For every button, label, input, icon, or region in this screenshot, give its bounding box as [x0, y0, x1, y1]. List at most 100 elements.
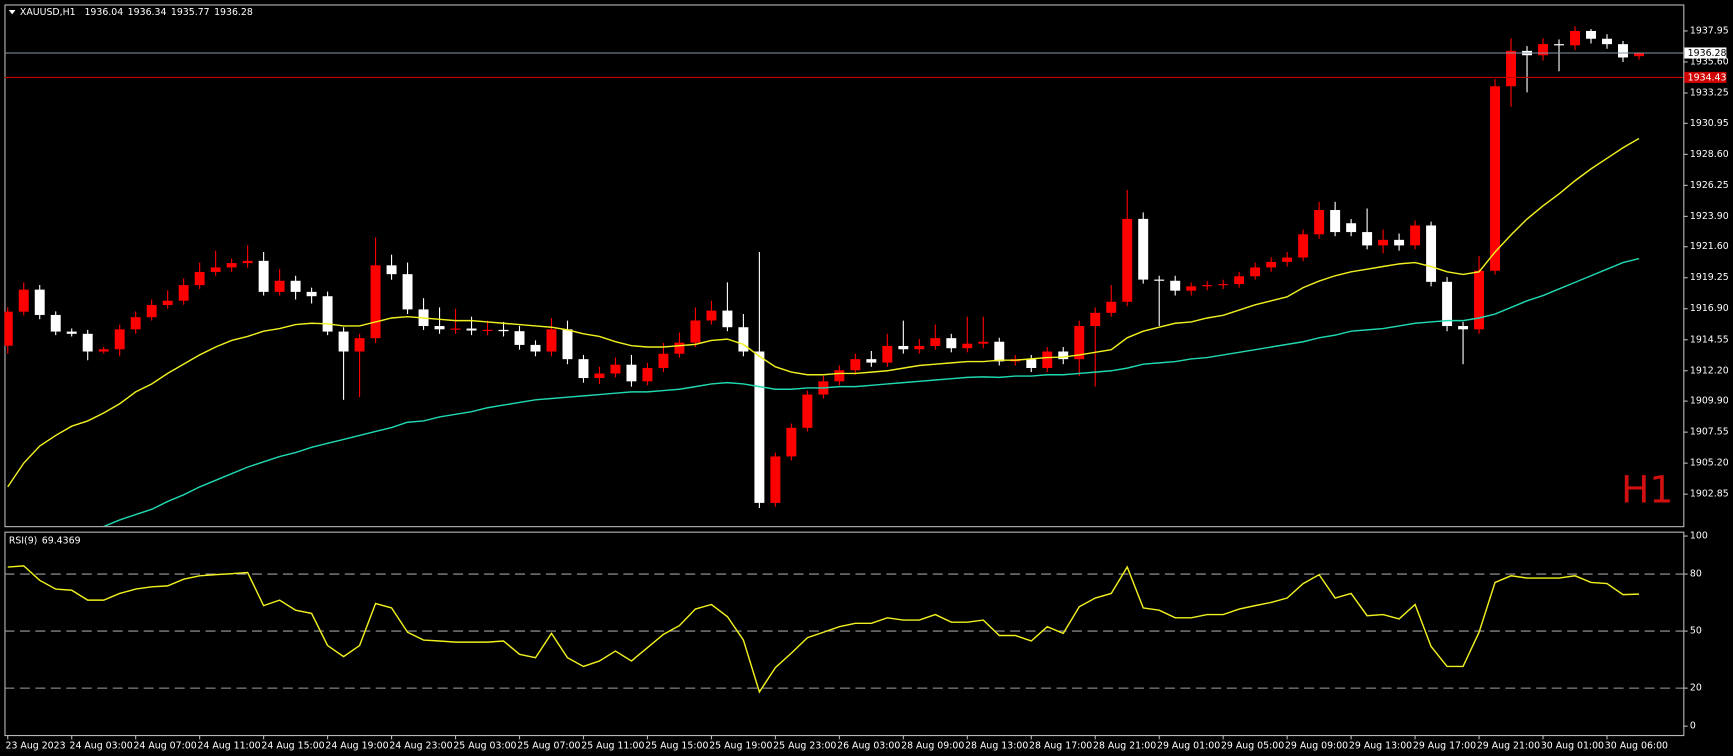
- candle-body: [1410, 225, 1421, 246]
- candle-body: [1474, 270, 1485, 330]
- last-open: 1936.04: [84, 7, 123, 18]
- candle-body: [1266, 261, 1277, 268]
- candle-body: [1298, 234, 1309, 258]
- candle-body: [290, 280, 301, 292]
- candle-body: [162, 300, 173, 306]
- y-tick-label: 1928.60: [1690, 149, 1729, 160]
- x-tick-label: 24 Aug 07:00: [133, 741, 196, 752]
- candle-body: [1634, 52, 1644, 57]
- timeframe-watermark: H1: [1621, 467, 1673, 511]
- candle-body: [1314, 210, 1325, 235]
- candle-body: [1490, 86, 1501, 271]
- x-tick-label: 29 Aug 17:00: [1413, 741, 1476, 752]
- last-close: 1936.28: [214, 7, 253, 18]
- y-tick-label: 1912.20: [1690, 365, 1729, 376]
- candle-body: [978, 341, 989, 344]
- rsi-last-value: 69.4369: [42, 535, 81, 546]
- x-tick-label: 25 Aug 15:00: [645, 741, 708, 752]
- candle-body: [770, 456, 781, 503]
- candle-body: [1330, 210, 1341, 233]
- last-low: 1935.77: [171, 7, 210, 18]
- candle-body: [242, 260, 253, 264]
- candle-body: [514, 331, 525, 345]
- rsi-plot: [4, 565, 1684, 694]
- candle-body: [754, 351, 765, 503]
- candle-body: [498, 329, 509, 332]
- y-tick-label: 1923.90: [1690, 211, 1729, 222]
- candle-body: [578, 359, 589, 379]
- candle-body: [258, 260, 269, 292]
- y-tick-label: 1937.95: [1690, 25, 1729, 36]
- x-tick-label: 25 Aug 07:00: [517, 741, 580, 752]
- x-tick-label: 28 Aug 09:00: [901, 741, 964, 752]
- candle-body: [66, 331, 77, 334]
- candle-body: [466, 328, 477, 331]
- candle-body: [98, 349, 109, 352]
- y-tick-label: 1926.25: [1690, 180, 1729, 191]
- candle-body: [450, 328, 461, 330]
- x-tick-label: 28 Aug 13:00: [965, 741, 1028, 752]
- rsi-line: [7, 565, 1640, 694]
- rsi-tick-label: 80: [1690, 569, 1702, 580]
- candle-body: [1218, 284, 1229, 286]
- candle-body: [1394, 239, 1405, 246]
- candle-body: [610, 364, 621, 374]
- candle-body: [738, 327, 749, 352]
- candle-body: [178, 285, 189, 301]
- candle-body: [1442, 281, 1453, 327]
- candle-body: [18, 289, 29, 312]
- candle-body: [146, 305, 157, 318]
- rsi-tick-label: 0: [1690, 721, 1696, 732]
- candle-body: [1042, 351, 1053, 369]
- price-plot: [4, 26, 1684, 527]
- symbol: XAUUSD,H1: [20, 7, 76, 18]
- menu-arrow: [8, 9, 16, 15]
- candle-body: [994, 341, 1005, 362]
- candle-body: [866, 359, 877, 363]
- candle-body: [962, 343, 973, 349]
- last-high: 1936.34: [128, 7, 167, 18]
- candle-body: [722, 310, 733, 328]
- candle-body: [386, 265, 397, 275]
- x-tick-label: 24 Aug 19:00: [325, 741, 388, 752]
- moving-average: [103, 257, 1640, 527]
- candle-body: [1554, 44, 1564, 46]
- candle-body: [930, 338, 941, 346]
- x-tick-label: 24 Aug 15:00: [261, 741, 324, 752]
- candle-body: [482, 329, 493, 331]
- candle-body: [1202, 285, 1213, 287]
- candle-body: [1458, 326, 1469, 330]
- x-tick-label: 24 Aug 03:00: [69, 741, 132, 752]
- candle-body: [562, 329, 573, 360]
- candle-body: [1058, 351, 1069, 360]
- candle-body: [114, 329, 125, 350]
- candle-body: [1506, 50, 1517, 87]
- x-tick-label: 25 Aug 03:00: [453, 741, 516, 752]
- candle-body: [338, 331, 349, 352]
- rsi-header: RSI(9) 69.4369: [9, 535, 81, 546]
- y-tick-label: 1914.55: [1690, 334, 1729, 345]
- chart-header: XAUUSD,H1 1936.04 1936.34 1935.77 1936.28: [20, 7, 253, 18]
- x-tick-label: 29 Aug 21:00: [1477, 741, 1540, 752]
- price-label-box: [1684, 47, 1727, 59]
- candle-body: [1426, 225, 1437, 282]
- candle-body: [1074, 326, 1085, 360]
- candle-body: [1282, 257, 1293, 262]
- candle-body: [642, 368, 653, 382]
- rsi-panel: [4, 531, 1685, 737]
- candle-body: [130, 317, 141, 330]
- candle-body: [82, 333, 93, 352]
- candle-body: [1378, 239, 1389, 246]
- candle-body: [786, 427, 797, 457]
- rsi-tick-label: 50: [1690, 626, 1702, 637]
- candle-body: [1586, 30, 1596, 39]
- candle-body: [1618, 44, 1628, 58]
- candle-body: [690, 320, 701, 343]
- candle-body: [354, 338, 365, 352]
- y-tick-label: 1905.20: [1690, 458, 1729, 469]
- candle-body: [322, 296, 333, 332]
- candle-body: [850, 359, 861, 371]
- candle-body: [546, 329, 557, 352]
